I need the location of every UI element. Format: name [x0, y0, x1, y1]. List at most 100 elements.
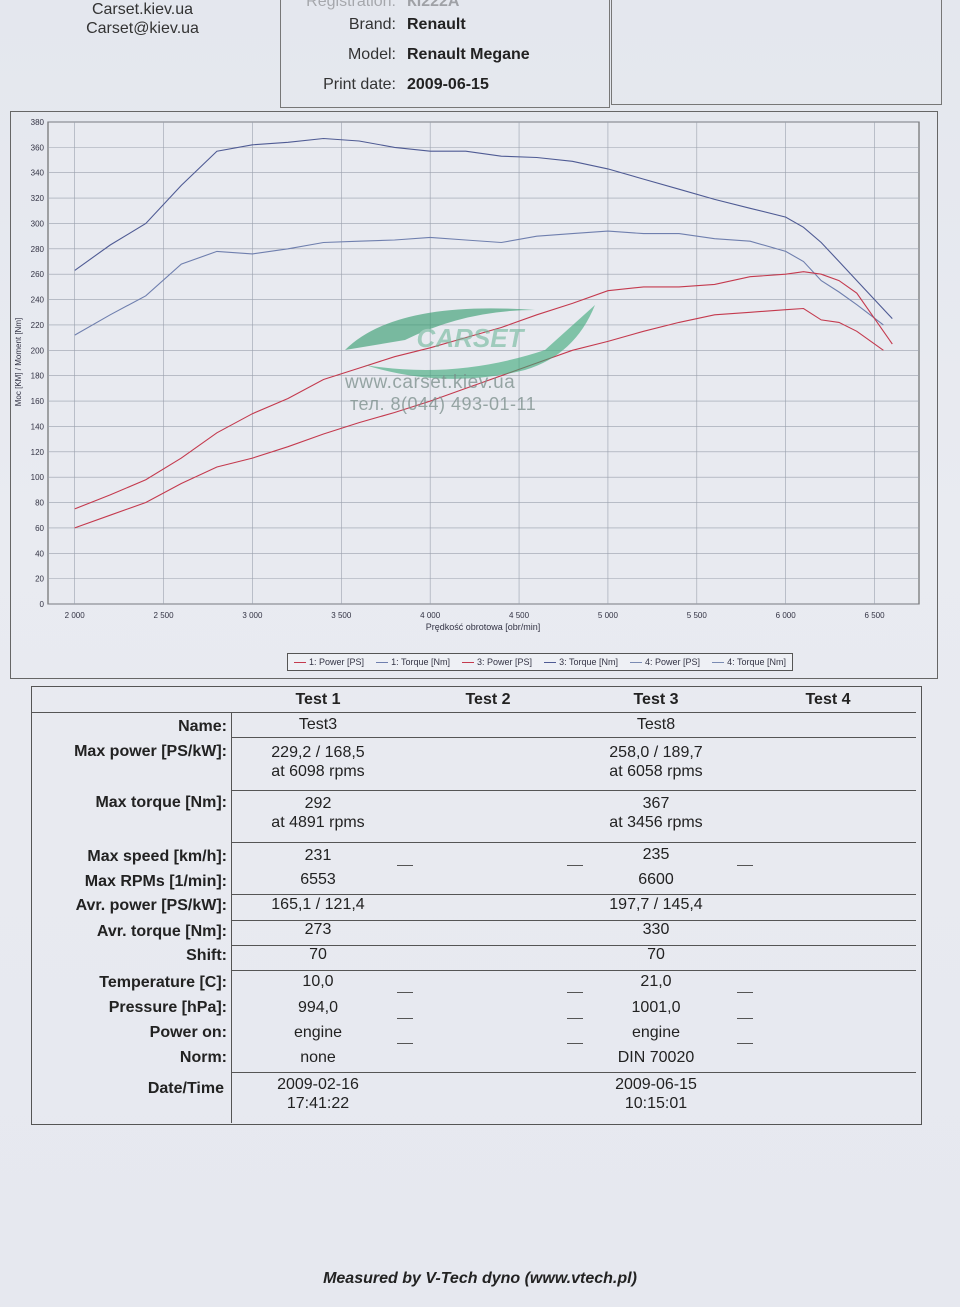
legend-item: 4: Power [PS] — [630, 657, 700, 667]
test3-max-speed: 235 — [642, 846, 670, 863]
test3-time: 10:15:01 — [624, 1095, 688, 1112]
y-tick-label: 140 — [31, 422, 45, 431]
results-table: Test 1 Test 2 Test 3 Test 4 Name: Max po… — [31, 686, 922, 1125]
legend-label: 1: Torque [Nm] — [391, 657, 450, 667]
footer-note: Measured by V-Tech dyno (www.vtech.pl) — [323, 1270, 637, 1287]
test3-avr-torque: 330 — [642, 921, 670, 938]
x-axis-label: Prędkość obrotowa [obr/min] — [426, 622, 541, 632]
legend-label: 3: Torque [Nm] — [559, 657, 618, 667]
test1-pressure: 994,0 — [297, 999, 339, 1016]
label-avr-power: Avr. power [PS/kW]: — [75, 897, 227, 914]
legend-item: 3: Torque [Nm] — [544, 657, 618, 667]
y-tick-label: 260 — [31, 270, 45, 279]
y-tick-label: 160 — [31, 397, 45, 406]
test3-max-power-rpm: at 6058 rpms — [609, 763, 703, 780]
series-line-4 — [74, 137, 893, 319]
test1-shift: 70 — [309, 946, 327, 963]
y-tick-label: 120 — [31, 448, 45, 457]
x-tick-label: 2 500 — [154, 611, 175, 620]
test3-max-torque-rpm: at 3456 rpms — [609, 814, 703, 831]
x-tick-label: 3 500 — [331, 611, 352, 620]
header-test-2: Test 2 — [465, 691, 511, 708]
y-tick-label: 200 — [31, 346, 45, 355]
plot-area — [47, 121, 920, 605]
test1-max-power: 229,2 / 168,5 — [271, 744, 365, 761]
dyno-chart-svg: 0 20 40 60 80 100 120 140 160 180 200 220 240 260 280 3… — [14, 118, 920, 632]
test1-avr-torque: 273 — [304, 921, 332, 938]
empty-cell-dash — [397, 1043, 413, 1044]
label-name: Name: — [178, 718, 227, 735]
carset-logo-watermark: CARSET — [345, 305, 595, 379]
test3-max-torque: 367 — [642, 795, 670, 812]
y-tick-label: 20 — [35, 575, 44, 584]
x-tick-label: 6 500 — [865, 611, 886, 620]
test1-time: 17:41:22 — [286, 1095, 350, 1112]
header-test-1: Test 1 — [295, 691, 341, 708]
chart-legend: 1: Power [PS] 1: Torque [Nm] 3: Power [P… — [287, 653, 793, 671]
y-tick-label: 220 — [31, 321, 45, 330]
contact-email: Carset@kiev.ua — [86, 20, 199, 37]
contact-site: Carset.kiev.ua — [91, 1, 194, 18]
test1-date: 2009-02-16 — [277, 1076, 359, 1093]
header-test-4: Test 4 — [805, 691, 851, 708]
label-shift: Shift: — [186, 947, 227, 964]
test1-max-torque-rpm: at 4891 rpms — [271, 814, 365, 831]
empty-cell-dash — [567, 1043, 583, 1044]
vehicle-info-box: Registration: КІ222А Brand: Renault Mode… — [280, 0, 610, 108]
brand-value: Renault — [407, 16, 466, 33]
brand-label: Brand: — [348, 16, 396, 33]
legend-item: 1: Torque [Nm] — [376, 657, 450, 667]
test1-max-power-rpm: at 6098 rpms — [271, 763, 365, 780]
y-tick-label: 0 — [40, 600, 45, 609]
y-tick-label: 320 — [31, 194, 45, 203]
y-tick-label: 380 — [31, 118, 45, 127]
y-tick-label: 300 — [31, 219, 45, 228]
test3-pressure: 1001,0 — [631, 999, 681, 1016]
header-test-3: Test 3 — [633, 691, 679, 708]
test1-power-on: engine — [293, 1024, 343, 1041]
test1-max-rpms: 6553 — [300, 871, 336, 888]
legend-item: 1: Power [PS] — [294, 657, 364, 667]
legend-label: 3: Power [PS] — [477, 657, 533, 667]
empty-cell-dash — [397, 992, 413, 993]
x-tick-label: 5 000 — [598, 611, 619, 620]
test3-name: Test8 — [636, 716, 676, 733]
model-label: Model: — [347, 46, 396, 63]
y-tick-label: 80 — [35, 499, 44, 508]
x-tick-label: 4 000 — [420, 611, 441, 620]
empty-cell-dash — [567, 1018, 583, 1019]
test3-norm: DIN 70020 — [617, 1049, 695, 1066]
label-temperature: Temperature [C]: — [99, 974, 227, 991]
model-value: Renault Megane — [407, 46, 530, 63]
series-line-3 — [74, 271, 893, 510]
y-tick-label: 60 — [35, 524, 44, 533]
registration-label: Registration: — [306, 0, 396, 10]
empty-cell-dash — [737, 992, 753, 993]
test1-name: Test3 — [298, 716, 338, 733]
empty-cell-dash — [397, 865, 413, 866]
label-datetime: Date/Time — [147, 1080, 224, 1097]
empty-cell-dash — [567, 992, 583, 993]
label-max-torque: Max torque [Nm]: — [95, 794, 227, 811]
y-axis-label: Moc [KM] / Moment [Nm] — [14, 318, 23, 406]
test3-temperature: 21,0 — [640, 973, 672, 990]
print-date-label: Print date: — [323, 76, 396, 93]
x-tick-label: 4 500 — [509, 611, 530, 620]
label-max-power: Max power [PS/kW]: — [74, 743, 227, 760]
test3-power-on: engine — [631, 1024, 681, 1041]
registration-value: КІ222А — [407, 0, 460, 10]
test3-date: 2009-06-15 — [615, 1076, 697, 1093]
empty-cell-dash — [397, 1018, 413, 1019]
legend-item: 4: Torque [Nm] — [712, 657, 786, 667]
x-tick-label: 2 000 — [65, 611, 86, 620]
y-tick-label: 40 — [35, 549, 44, 558]
label-pressure: Pressure [hPa]: — [108, 999, 227, 1016]
watermark-phone: тел. 8(044) 493-01-11 — [350, 394, 537, 414]
empty-info-box — [611, 0, 942, 105]
y-tick-label: 280 — [31, 245, 45, 254]
empty-cell-dash — [737, 865, 753, 866]
label-max-rpms: Max RPMs [1/min]: — [84, 873, 227, 890]
test1-max-speed: 231 — [304, 847, 332, 864]
empty-cell-dash — [737, 1043, 753, 1044]
